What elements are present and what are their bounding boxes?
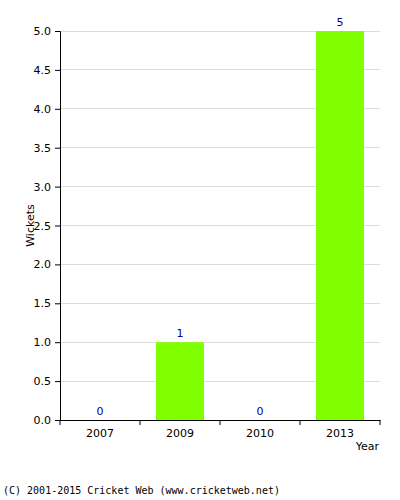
y-tick: 0.0 (34, 414, 61, 427)
x-tick: 2009 (166, 420, 194, 440)
y-tick: 1.0 (34, 336, 61, 349)
y-tick: 1.5 (34, 297, 61, 310)
y-tick-label: 1.0 (34, 336, 52, 349)
x-tick: 2010 (246, 420, 274, 440)
x-separator (380, 420, 381, 425)
y-tick-mark (55, 381, 60, 382)
y-tick-label: 3.5 (34, 142, 52, 155)
y-tick-label: 4.0 (34, 103, 52, 116)
x-separator (60, 420, 61, 425)
x-separator (140, 420, 141, 425)
grid (60, 31, 380, 420)
y-tick: 3.5 (34, 142, 61, 155)
x-tick: 2013 (326, 420, 354, 440)
data-label: 1 (177, 327, 184, 340)
y-tick-mark (55, 70, 60, 71)
data-labels: 0 1 0 5 (97, 16, 344, 418)
y-tick-label: 2.0 (34, 258, 52, 271)
y-tick-label: 5.0 (34, 25, 52, 38)
y-tick: 4.0 (34, 103, 61, 116)
y-tick-label: 0.0 (34, 414, 52, 427)
y-tick: 3.0 (34, 181, 61, 194)
y-tick: 2.5 (34, 220, 61, 233)
y-tick: 0.5 (34, 375, 61, 388)
y-tick-mark (55, 148, 60, 149)
y-tick: 4.5 (34, 64, 61, 77)
y-tick-label: 1.5 (34, 297, 52, 310)
x-axis: 2007 2009 2010 2013 (60, 420, 381, 440)
y-tick-mark (55, 31, 60, 32)
y-axis-line (55, 32, 61, 421)
x-tick-label: 2013 (326, 427, 354, 440)
x-separators (60, 420, 380, 425)
bar (156, 342, 204, 420)
y-tick-mark (55, 264, 60, 265)
copyright: (C) 2001-2015 Cricket Web (www.cricketwe… (3, 485, 280, 496)
chart: 0.00.51.01.52.02.53.03.54.04.55.02007200… (0, 0, 400, 500)
y-tick-mark (55, 420, 60, 421)
y-tick-label: 4.5 (34, 64, 52, 77)
y-tick-label: 0.5 (34, 375, 52, 388)
x-tick-label: 2007 (86, 427, 114, 440)
y-tick: 5.0 (34, 25, 61, 38)
x-tick-label: 2010 (246, 427, 274, 440)
x-axis-title: Year (355, 440, 380, 453)
y-tick-mark (55, 109, 60, 110)
x-tick: 2007 (86, 420, 114, 440)
y-axis: 0.0 0.5 1.0 1.5 2.0 2.5 3.0 3.5 4.0 4.5 5.0 (34, 25, 61, 427)
data-label: 5 (337, 16, 344, 29)
y-tick-mark (55, 187, 60, 188)
data-label: 0 (257, 405, 264, 418)
bar (316, 31, 364, 420)
y-axis-title: Wickets (24, 204, 37, 247)
y-tick-label: 3.0 (34, 181, 52, 194)
plot: 0.00.51.01.52.02.53.03.54.04.55.02007200… (34, 16, 381, 440)
y-tick-mark (55, 342, 60, 343)
bar (236, 420, 284, 421)
data-label: 0 (97, 405, 104, 418)
x-separator (300, 420, 301, 425)
y-tick: 2.0 (34, 258, 61, 271)
bars (156, 31, 364, 420)
y-tick-mark (55, 303, 60, 304)
y-tick-mark (55, 226, 60, 227)
x-separator (220, 420, 221, 425)
bar (76, 420, 124, 421)
x-tick-label: 2009 (166, 427, 194, 440)
